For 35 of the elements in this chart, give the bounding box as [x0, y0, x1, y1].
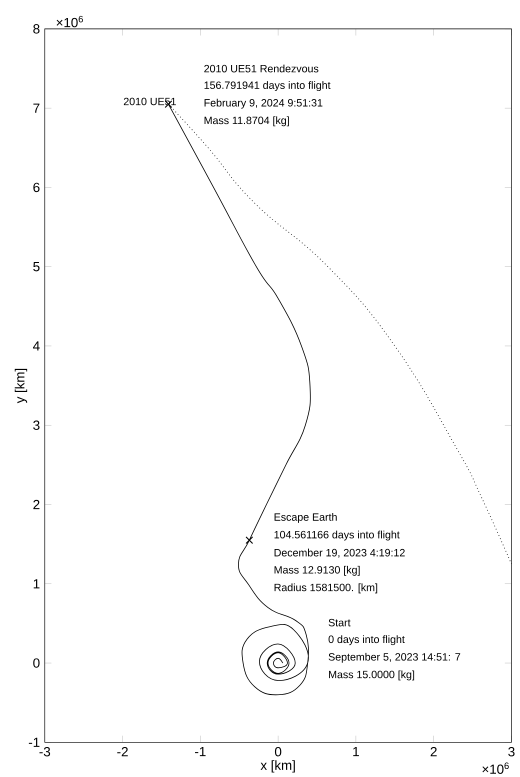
annotation: February 9, 2024 9:51:31 — [204, 98, 323, 109]
annotation: 2010 UE51 Rendezvous — [204, 64, 319, 72]
annotation: 0 days into flight — [328, 635, 405, 646]
annotation: Mass 11.8704 [kg] — [204, 116, 290, 126]
annotation: Escape Earth — [274, 513, 337, 523]
annotation: 2010 UE51 — [124, 98, 176, 106]
text: ×10$^{6}$ — [56, 16, 84, 28]
annotation: Mass 15.0000 [kg] — [329, 670, 414, 680]
annotation: Start — [328, 618, 351, 626]
y-tick-label: -1 — [29, 738, 40, 747]
x-tick-label: -3 — [40, 747, 50, 756]
y-tick-label: 8 — [34, 24, 40, 34]
annotation: December 19, 2023 4:19:12 — [274, 548, 405, 558]
text: ×10$^{6}$ — [482, 762, 509, 774]
annotation: Mass 12.9130 [kg] — [274, 566, 360, 576]
x-tick-label: 0 — [275, 747, 282, 756]
x-axis-title: x [km] — [260, 760, 296, 773]
annotation: September 5, 2023 14:51: 7 — [328, 652, 460, 663]
y-tick-label: 3 — [33, 420, 40, 430]
y-tick-label: 7 — [34, 104, 40, 113]
y-tick-label: 6 — [34, 182, 40, 192]
annotation: 104.561166 days into flight — [274, 530, 400, 541]
y-axis-title: y [km] — [14, 368, 28, 404]
annotation: 156.791941 days into flight — [204, 81, 331, 92]
x-tick-label: -2 — [117, 747, 128, 756]
annotation: Radius 1581500. [km] — [274, 583, 378, 594]
y-tick-label: 1 — [34, 579, 40, 588]
x-tick-label: 3 — [508, 747, 515, 756]
y-tick-label: 5 — [33, 262, 40, 272]
y-tick-label: 0 — [33, 658, 40, 668]
x-tick-label: -1 — [195, 747, 206, 756]
y-tick-label: 2 — [34, 500, 40, 510]
y-tick-label: 4 — [33, 341, 40, 351]
x-tick-label: 1 — [353, 747, 360, 756]
x-tick-label: 2 — [430, 747, 437, 756]
